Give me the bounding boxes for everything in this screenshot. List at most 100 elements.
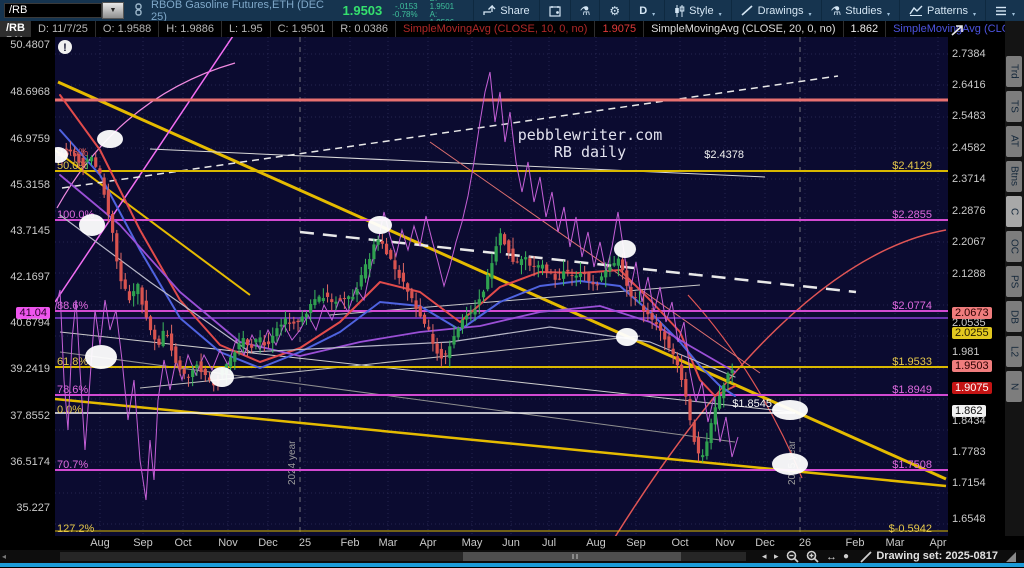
- flask-icon: ⚗: [830, 3, 842, 18]
- gadget-sidebar: Trd TS AT Btns C OC PS DB L2 N: [1005, 21, 1024, 563]
- dashed-trendline: [61, 75, 839, 189]
- highlight-ellipse: [85, 345, 117, 369]
- right-price-axis[interactable]: 2.7384 2.6416 2.5483 2.4582 2.3714 2.2876 2.20…: [948, 37, 1005, 536]
- symbol-combo[interactable]: /RB ▼: [4, 2, 124, 19]
- sidebar-tab-btns[interactable]: Btns: [1006, 161, 1022, 192]
- drawing-set-label[interactable]: Drawing set: 2025-0817: [876, 550, 998, 562]
- left-price-axis[interactable]: 50.4807 48.6968 46.9759 45.3158 43.7145 42.16…: [0, 37, 55, 536]
- axis-price-label: 42.1697: [10, 271, 50, 283]
- sidebar-tab-db[interactable]: DB: [1006, 301, 1022, 332]
- axis-price-label: 40.6794: [10, 317, 50, 329]
- sidebar-tab-c[interactable]: C: [1006, 196, 1022, 227]
- axis-price-label: 2.0535: [952, 317, 986, 329]
- settings-gear-button[interactable]: ⚙: [599, 0, 629, 21]
- timeframe-button[interactable]: D ▾: [629, 0, 664, 21]
- fib-label: 70.7%: [57, 459, 88, 471]
- share-button[interactable]: Share: [473, 0, 538, 21]
- patterns-button[interactable]: Patterns ▾: [899, 0, 985, 21]
- axis-price-label: 35.227: [16, 502, 50, 514]
- fib-label: 61.8%: [57, 356, 88, 368]
- fib-label: 0.0%: [57, 404, 82, 416]
- time-axis-label: Apr: [419, 537, 437, 549]
- calendar-alert-button[interactable]: [538, 0, 570, 21]
- analyze-flask-button[interactable]: ⚗: [569, 0, 600, 21]
- sma20-value: 1.862: [844, 21, 887, 37]
- sidebar-tab-oc[interactable]: OC: [1006, 231, 1022, 262]
- highlight-ellipse: [55, 147, 68, 163]
- drawings-button[interactable]: Drawings ▾: [730, 0, 821, 21]
- candlestick-icon: [675, 4, 685, 17]
- time-axis-label: Aug: [586, 537, 606, 549]
- chart-menu-button[interactable]: ▾: [984, 0, 1024, 21]
- axis-price-label: 43.7145: [10, 225, 50, 237]
- window-bottom-edge: [0, 563, 1024, 567]
- ohlc-field: L: 1.95: [222, 21, 271, 37]
- time-axis-label: Nov: [218, 537, 238, 549]
- style-button[interactable]: Style ▾: [664, 0, 730, 21]
- sma10-value: 1.9075: [595, 21, 645, 37]
- sidebar-tab-n[interactable]: N: [1006, 371, 1022, 402]
- pan-left-corner-icon[interactable]: ◂: [2, 552, 7, 561]
- trendline: [55, 37, 234, 303]
- sma10-label[interactable]: SimpleMovingAvg (CLOSE, 10, 0, no): [396, 21, 596, 37]
- draw-pencil-icon[interactable]: [860, 550, 873, 563]
- time-axis-label: Nov: [715, 537, 735, 549]
- watermark: RB daily: [554, 143, 626, 161]
- chart-scrollbar[interactable]: [60, 552, 746, 561]
- svg-text:!: !: [63, 42, 67, 54]
- fit-width-icon[interactable]: ↔: [826, 550, 837, 563]
- axis-price-label: 45.3158: [10, 179, 50, 191]
- symbol-input[interactable]: /RB: [4, 3, 102, 18]
- axis-price-label: 2.2876: [952, 205, 986, 217]
- axis-price-label: 2.4582: [952, 142, 986, 154]
- highlight-ellipse: [772, 453, 808, 475]
- price-change: -.0153 -0.78%: [392, 1, 418, 19]
- sidebar-tab-ps[interactable]: PS: [1006, 266, 1022, 297]
- detach-chart-icon[interactable]: [950, 24, 965, 42]
- auto-center-icon[interactable]: ●: [843, 551, 850, 562]
- pan-left-icon[interactable]: ◂: [762, 551, 767, 561]
- axis-price-label: 2.2067: [952, 236, 986, 248]
- pan-right-icon[interactable]: ▸: [774, 551, 779, 561]
- resize-handle[interactable]: [1006, 552, 1016, 562]
- price-level-label: $1.9533: [892, 356, 932, 368]
- time-axis[interactable]: Aug Sep Oct Nov Dec 25 Feb Mar Apr May Jun Jul Aug Se…: [0, 536, 1024, 550]
- sidebar-tab-trd[interactable]: Trd: [1006, 56, 1022, 87]
- hamburger-icon: [995, 6, 1006, 15]
- sidebar-tab-ts[interactable]: TS: [1006, 91, 1022, 122]
- fib-arc: [687, 294, 803, 479]
- sidebar-tab-l2[interactable]: L2: [1006, 336, 1022, 367]
- price-level-label: $1.7508: [892, 459, 932, 471]
- time-axis-label: Sep: [133, 537, 153, 549]
- axis-price-label: 2.1288: [952, 268, 986, 280]
- highlight-ellipse: [772, 400, 808, 420]
- plot-area: 2024 year2025 year50.0%$2.4129100.0%$2.2…: [55, 37, 948, 536]
- price-level-label: $2.4129: [892, 160, 932, 172]
- sma20-label[interactable]: SimpleMovingAvg (CLOSE, 20, 0, no): [644, 21, 844, 37]
- link-icon[interactable]: [134, 2, 143, 19]
- price-badge: 41.04: [16, 307, 50, 319]
- sidebar-tab-at[interactable]: AT: [1006, 126, 1022, 157]
- zoom-out-icon[interactable]: [786, 550, 799, 563]
- time-axis-label: Feb: [845, 537, 865, 549]
- axis-price-label: 39.2419: [10, 363, 50, 375]
- studies-button[interactable]: ⚗ Studies ▾: [820, 0, 899, 21]
- trendline: [55, 149, 251, 296]
- highlight-ellipse: [97, 130, 123, 148]
- time-axis-label: Oct: [174, 537, 192, 549]
- scrollbar-thumb[interactable]: [463, 552, 681, 561]
- zoom-in-icon[interactable]: [806, 550, 819, 563]
- price-badge: 1.9503: [952, 360, 992, 372]
- axis-price-label: 36.5174: [10, 456, 50, 468]
- axis-price-label: 1.7154: [952, 477, 986, 489]
- axis-price-label: 50.4807: [10, 39, 50, 51]
- chart-annotation: $2.4378: [704, 149, 744, 161]
- time-axis-label: Mar: [378, 537, 398, 549]
- highlight-ellipse: [614, 240, 636, 258]
- ohlc-field: O: 1.9588: [96, 21, 160, 37]
- symbol-timeframe-label[interactable]: /RB 5 Y 1D: [0, 21, 31, 37]
- time-axis-label: Jun: [502, 537, 520, 549]
- symbol-dropdown-button[interactable]: ▼: [102, 2, 124, 19]
